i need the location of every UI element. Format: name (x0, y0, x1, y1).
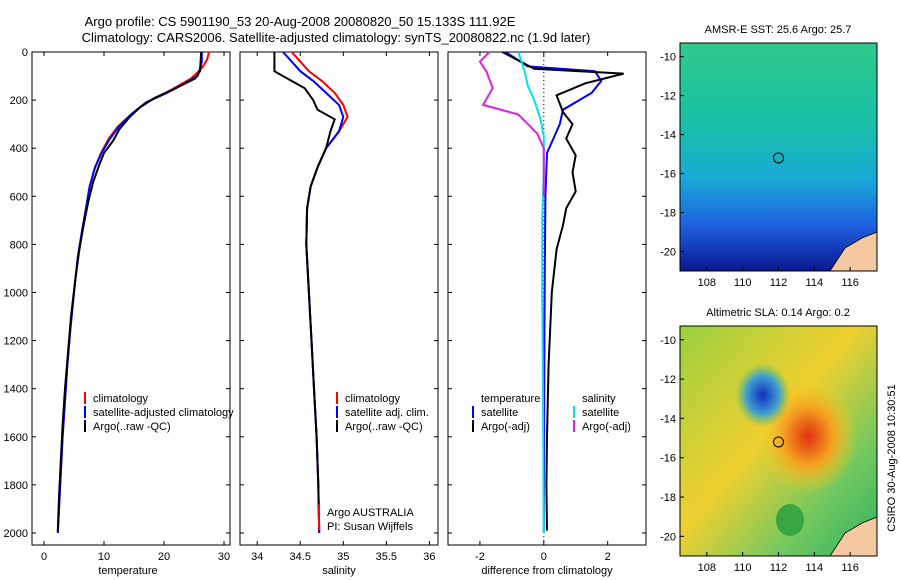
x-tick-label: 0 (541, 551, 547, 563)
legend-title-temperature: temperature (481, 393, 540, 405)
y-tick-label: 2000 (4, 528, 28, 540)
temperature-xlabel: temperature (98, 565, 157, 577)
sst-field (680, 43, 877, 271)
salinity-ticks: 34 34.5 35 35.5 36 (240, 51, 438, 563)
series-line-argo (273, 52, 336, 531)
y-tick-label: 1800 (4, 480, 28, 492)
map-y-tick-label: -12 (660, 91, 676, 103)
salinity-xlabel: salinity (322, 565, 356, 577)
temperature-axes-frame (31, 51, 231, 546)
map-y-tick-label: -16 (660, 453, 676, 465)
difference-series (478, 51, 624, 534)
sla-map-panel: Altimetric SLA: 0.14 Argo: 0.2 108 110 112… (660, 307, 878, 574)
legend-label-climatology: climatology (93, 393, 149, 405)
x-tick-label: -2 (475, 551, 485, 563)
sst-argo-marker (773, 152, 784, 164)
map-x-tick-label: 110 (734, 562, 752, 574)
x-tick-label: 35 (337, 551, 349, 563)
y-tick-label: 600 (10, 191, 28, 203)
map-y-tick-label: -20 (660, 531, 676, 543)
y-tick-label: 1200 (4, 336, 28, 348)
sst-ticks: 108 110 112 114 116 -10 -12 -14 -16 -18 -20 (660, 52, 859, 289)
y-tick-label: 400 (10, 143, 28, 155)
legend-label-climatology: climatology (345, 393, 401, 405)
temperature-panel: 0 10 20 30 0 200 400 600 800 1000 1200 1400 1600 1800… (4, 47, 235, 577)
sst-map-title: AMSR-E SST: 25.6 Argo: 25.7 (705, 24, 852, 36)
map-x-tick-label: 116 (841, 562, 859, 574)
map-y-tick-label: -18 (660, 208, 676, 220)
map-y-tick-label: -14 (660, 130, 676, 142)
temperature-series (56, 51, 210, 534)
x-tick-label: 2 (605, 551, 611, 563)
x-tick-label: 34.5 (290, 551, 311, 563)
legend-label-satellite: satellite adj. clim. (345, 407, 429, 419)
map-x-tick-label: 114 (806, 277, 824, 289)
y-tick-label: 1000 (4, 287, 28, 299)
annotation-line-1: Argo AUSTRALIA (327, 507, 414, 519)
salinity-series (273, 51, 349, 534)
sla-green-eddy (776, 504, 804, 536)
map-x-tick-label: 114 (806, 562, 824, 574)
sla-map-title: Altimetric SLA: 0.14 Argo: 0.2 (706, 307, 850, 319)
difference-ticks: -2 0 2 (448, 51, 646, 563)
x-tick-label: 10 (98, 551, 110, 563)
difference-panel: -2 0 2 difference from climatology tempera… (447, 51, 647, 577)
map-y-tick-label: -10 (660, 52, 676, 64)
y-tick-label: 800 (10, 239, 28, 251)
difference-legend: temperature satellite Argo(-adj) salinit… (472, 393, 631, 433)
legend-label-temp-satellite: satellite (481, 407, 518, 419)
map-y-tick-label: -12 (660, 374, 676, 386)
sst-map-panel: AMSR-E SST: 25.6 Argo: 25.7 108 110 112 114… (660, 24, 878, 289)
sla-ticks: 108 110 112 114 116 -10 -12 -14 -16 -18 -20 (660, 335, 859, 574)
map-y-tick-label: -10 (660, 335, 676, 347)
x-tick-label: 35.5 (376, 551, 397, 563)
salinity-legend: climatology satellite adj. clim. Argo(..… (318, 392, 429, 533)
series-line-temp-argo (501, 51, 624, 531)
x-tick-label: 20 (158, 551, 170, 563)
salinity-panel: 34 34.5 35 35.5 36 salinity climatology sate… (239, 51, 439, 577)
map-y-tick-label: -20 (660, 247, 676, 259)
legend-label-temp-argo: Argo(-adj) (481, 421, 530, 433)
temperature-ticks: 0 10 20 30 0 200 400 600 800 1000 1200 1400 1600 1800… (4, 47, 231, 563)
map-x-tick-label: 110 (734, 277, 752, 289)
map-x-tick-label: 108 (698, 562, 716, 574)
map-y-tick-label: -16 (660, 169, 676, 181)
y-tick-label: 1400 (4, 384, 28, 396)
series-line-argo (56, 51, 203, 531)
title-line-2: Climatology: CARS2006. Satellite-adjuste… (82, 30, 591, 45)
map-y-tick-label: -18 (660, 492, 676, 504)
series-line-sal-argo (478, 51, 545, 197)
legend-label-sal-satellite: satellite (582, 407, 619, 419)
map-x-tick-label: 116 (841, 277, 859, 289)
difference-xlabel: difference from climatology (481, 565, 613, 577)
annotation-line-2: PI: Susan Wijffels (327, 521, 413, 533)
legend-label-satellite: satellite-adjusted climatology (93, 407, 234, 419)
map-x-tick-label: 112 (770, 562, 788, 574)
x-tick-label: 36 (423, 551, 435, 563)
x-tick-label: 30 (218, 551, 230, 563)
map-y-tick-label: -14 (660, 413, 676, 425)
legend-label-sal-argo: Argo(-adj) (582, 421, 631, 433)
x-tick-label: 0 (41, 551, 47, 563)
credit-text: CSIRO 30-Aug-2008 10:30:51 (886, 384, 898, 531)
legend-title-salinity: salinity (582, 393, 616, 405)
x-tick-label: 34 (251, 551, 263, 563)
y-tick-label: 200 (10, 95, 28, 107)
map-x-tick-label: 112 (770, 277, 788, 289)
legend-label-argo: Argo(..raw -QC) (93, 421, 171, 433)
map-x-tick-label: 108 (698, 277, 716, 289)
y-tick-label: 0 (22, 47, 28, 59)
title-line-1: Argo profile: CS 5901190_53 20-Aug-2008 … (85, 14, 516, 29)
y-tick-label: 1600 (4, 432, 28, 444)
sla-argo-marker (773, 436, 784, 448)
salinity-axes-frame (239, 51, 439, 546)
legend-label-argo: Argo(..raw -QC) (345, 421, 423, 433)
temperature-legend: climatology satellite-adjusted climatolo… (84, 392, 234, 433)
